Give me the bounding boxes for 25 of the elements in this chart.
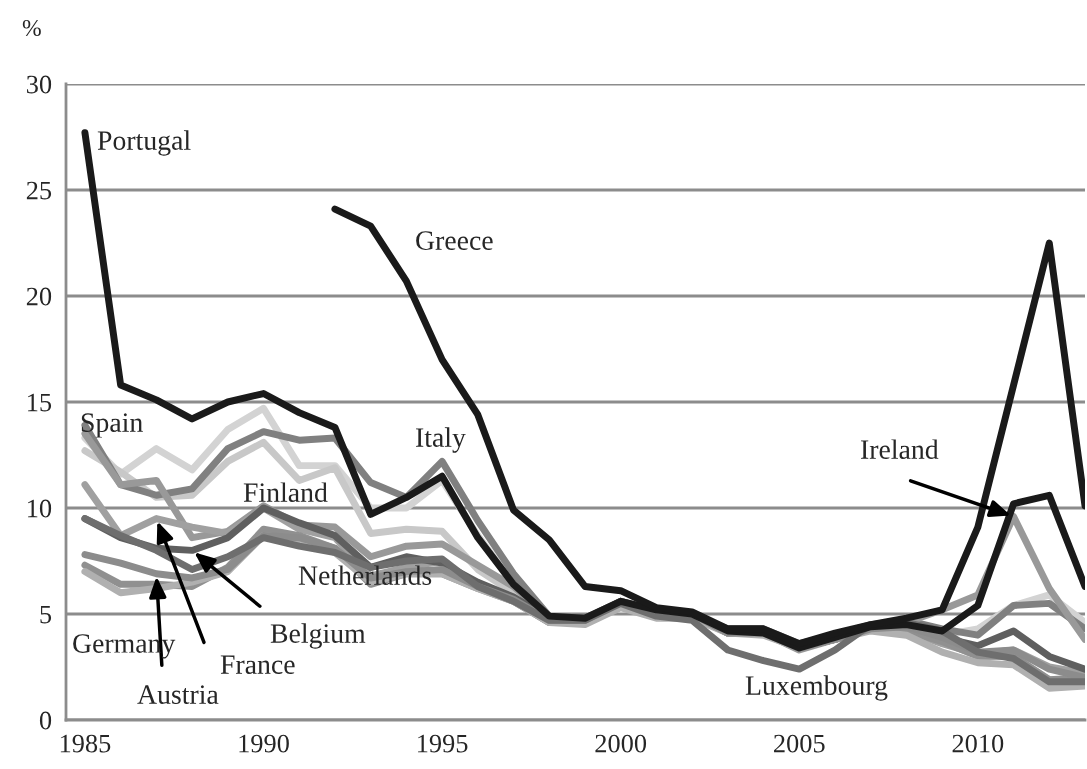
annotation: Luxembourg xyxy=(745,675,888,701)
annotation: Netherlands xyxy=(298,565,432,585)
x-tick-label: 1985 xyxy=(60,734,111,753)
y-tick-label: 20 xyxy=(26,287,52,306)
y-tick-label: 25 xyxy=(26,181,52,200)
x-tick-label: 1990 xyxy=(239,734,289,753)
y-tick-label: 30 xyxy=(26,75,52,94)
y-tick-label: 5 xyxy=(40,605,52,624)
annotation: Finland xyxy=(243,482,328,502)
annotation: France xyxy=(220,655,295,674)
annotation: Greece xyxy=(416,231,493,250)
x-tick-label: 2000 xyxy=(595,734,647,753)
y-axis-title: % xyxy=(22,19,41,36)
annotation: Italy xyxy=(416,427,466,453)
annotation: Austria xyxy=(137,685,219,704)
y-tick-label: 15 xyxy=(28,393,52,412)
y-tick-label: 10 xyxy=(28,499,52,518)
annotation: Ireland xyxy=(861,439,939,459)
annotation: Spain xyxy=(81,413,143,438)
annotation: Belgium xyxy=(270,623,366,649)
annotation: Portugal xyxy=(97,130,191,156)
x-tick-label: 1995 xyxy=(418,734,468,753)
y-tick-label: 0 xyxy=(39,711,52,730)
x-tick-label: 2010 xyxy=(952,734,1004,753)
x-tick-label: 2005 xyxy=(774,734,825,753)
